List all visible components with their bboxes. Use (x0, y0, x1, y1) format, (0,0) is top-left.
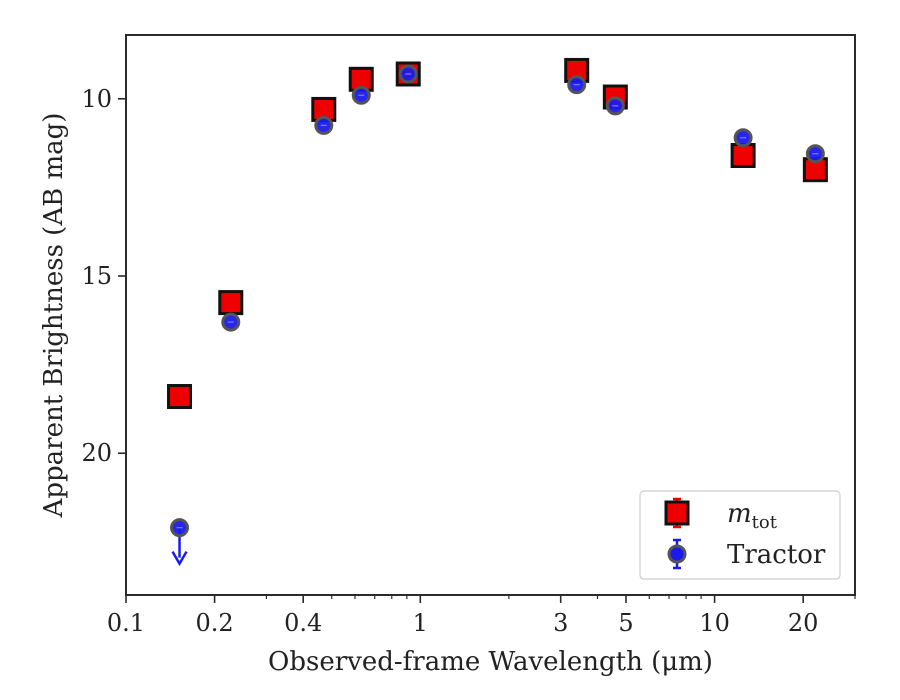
tractor-point (567, 75, 587, 95)
x-tick-label: 0.1 (107, 609, 145, 637)
x-tick-label: 5 (618, 609, 633, 637)
tractor-point (221, 312, 241, 332)
legend-mtot-sub: tot (752, 512, 778, 533)
x-tick-label: 0.4 (284, 609, 322, 637)
legend-mtot-marker (664, 497, 690, 529)
x-axis: 0.1 0.2 0.4 1 3 5 10 20 (107, 595, 856, 637)
tractor-point (605, 96, 625, 116)
legend-tractor-label: Tractor (727, 540, 826, 570)
y-axis: 10 15 20 (81, 85, 126, 467)
legend-mtot-base: m (727, 499, 752, 529)
mtot-point (167, 384, 193, 410)
legend-tractor-marker (667, 538, 687, 570)
tractor-point (170, 518, 190, 538)
mtot-point (730, 143, 756, 169)
series-mtot (167, 57, 828, 410)
upper-limit-head (171, 551, 188, 567)
x-tick-label: 20 (788, 609, 819, 637)
legend-tractor-circle (667, 544, 687, 564)
x-tick-label: 0.2 (196, 609, 234, 637)
tractor-point (398, 64, 418, 84)
y-axis-label: Apparent Brightness (AB mag) (39, 113, 69, 519)
y-tick-label: 10 (81, 85, 112, 113)
plot-frame (125, 34, 856, 596)
legend-mtot-square (664, 500, 690, 526)
mtot-point (218, 290, 244, 316)
legend-box (639, 490, 841, 580)
series-tractor (170, 64, 825, 567)
legend-mtot-label: mtot (727, 499, 778, 533)
tractor-point (351, 85, 371, 105)
y-tick-label: 20 (81, 439, 112, 467)
y-tick-label: 15 (81, 262, 112, 290)
x-tick-label: 1 (413, 609, 428, 637)
tractor-point (314, 115, 334, 135)
tractor-point (805, 144, 825, 164)
tractor-point (733, 128, 753, 148)
x-tick-label: 10 (699, 609, 730, 637)
x-tick-label: 3 (553, 609, 568, 637)
legend: mtot Tractor (639, 490, 841, 580)
x-axis-label: Observed-frame Wavelength (μm) (268, 647, 713, 677)
